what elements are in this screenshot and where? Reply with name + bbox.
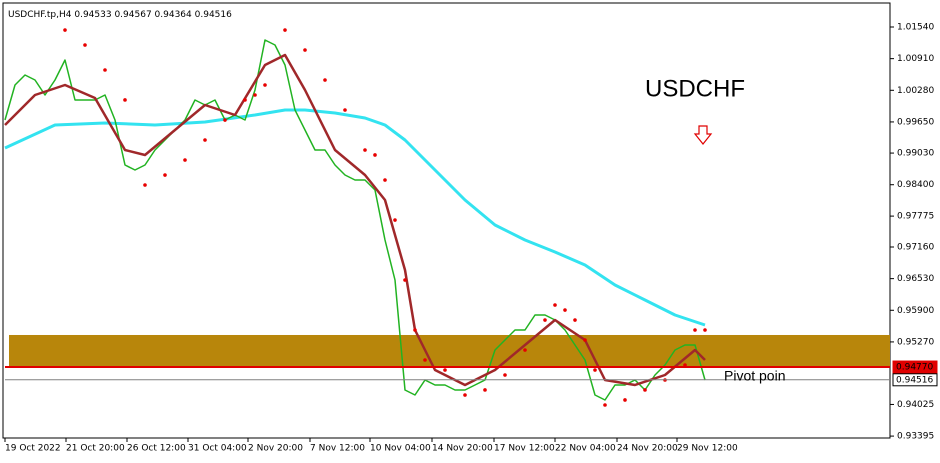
- y-tick-label: 1.00910: [897, 54, 934, 64]
- level-box: [892, 360, 938, 374]
- y-tick-label: 1.01540: [897, 23, 934, 33]
- x-tick-label: 19 Oct 2022: [5, 444, 61, 454]
- sar-dot: [143, 183, 147, 187]
- sar-dot: [403, 278, 407, 282]
- x-tick-label: 29 Nov 12:00: [677, 444, 738, 454]
- high: 0.94567: [114, 10, 151, 20]
- x-tick-label: 2 Nov 20:00: [248, 444, 303, 454]
- y-tick-label: 0.99030: [897, 149, 934, 159]
- x-tick-label: 7 Nov 12:00: [310, 444, 365, 454]
- level-label: 0.94770: [896, 363, 933, 373]
- x-tick-label: 26 Oct 12:00: [127, 444, 186, 454]
- series-line: [4, 53, 706, 387]
- y-tick-label: 0.97775: [897, 212, 934, 222]
- sar-dot: [443, 368, 447, 372]
- x-tick-label: 24 Nov 20:00: [617, 444, 678, 454]
- x-tick-label: 14 Nov 20:00: [432, 444, 493, 454]
- sar-dot: [593, 368, 597, 372]
- symbol: USDCHF.tp,H4: [8, 10, 72, 20]
- sar-dot: [253, 93, 257, 97]
- sar-dot: [373, 153, 377, 157]
- sar-dot: [83, 43, 87, 47]
- sar-dot: [263, 83, 267, 87]
- sar-dot: [483, 388, 487, 392]
- sar-dot: [683, 363, 687, 367]
- sar-dot: [463, 393, 467, 397]
- sar-dot: [183, 158, 187, 162]
- y-tick-label: 0.98400: [897, 180, 934, 190]
- open: 0.94533: [74, 10, 111, 20]
- level-box: [892, 373, 938, 387]
- sar-dot: [563, 308, 567, 312]
- sar-dot: [223, 118, 227, 122]
- sar-dot: [643, 388, 647, 392]
- y-tick-label: 0.94025: [897, 400, 934, 410]
- sar-dot: [703, 328, 707, 332]
- sar-dot: [283, 28, 287, 32]
- x-tick-label: 31 Oct 04:00: [188, 444, 247, 454]
- x-tick-label: 22 Nov 04:00: [555, 444, 616, 454]
- sar-dot: [553, 303, 557, 307]
- sar-dot: [623, 398, 627, 402]
- y-tick-label: 0.95270: [897, 337, 934, 347]
- sar-dot: [393, 218, 397, 222]
- plot-layer: [4, 28, 890, 407]
- sar-dot: [303, 48, 307, 52]
- y-tick-label: 1.00280: [897, 86, 934, 96]
- y-tick-label: 0.93395: [897, 432, 934, 442]
- x-tick-label: 17 Nov 12:00: [494, 444, 555, 454]
- sar-dot: [343, 108, 347, 112]
- low: 0.94364: [155, 10, 192, 20]
- sar-dot: [693, 328, 697, 332]
- sar-dot: [573, 318, 577, 322]
- down-arrow: [693, 125, 713, 145]
- zone: [9, 334, 890, 368]
- sar-dot: [583, 338, 587, 342]
- sar-dot: [413, 328, 417, 332]
- sar-dot: [503, 373, 507, 377]
- close: 0.94516: [195, 10, 232, 20]
- y-tick-label: 0.96530: [897, 274, 934, 284]
- series-line: [4, 39, 706, 401]
- sar-dot: [603, 403, 607, 407]
- chart-title: USDCHF: [645, 75, 745, 102]
- sar-dot: [383, 178, 387, 182]
- level-label: 0.94516: [896, 375, 933, 385]
- y-tick-label: 0.95900: [897, 306, 934, 316]
- annotation: Pivot poin: [724, 367, 785, 383]
- sar-dot: [523, 348, 527, 352]
- x-tick-label: 21 Oct 20:00: [66, 444, 125, 454]
- sar-dot: [63, 28, 67, 32]
- series-line: [4, 108, 706, 327]
- y-tick-label: 0.99650: [897, 117, 934, 127]
- sar-dot: [203, 138, 207, 142]
- sar-dot: [103, 68, 107, 72]
- sar-dot: [163, 173, 167, 177]
- sar-dot: [243, 98, 247, 102]
- x-tick-label: 10 Nov 04:00: [370, 444, 431, 454]
- sar-dot: [123, 98, 127, 102]
- y-tick-label: 0.97160: [897, 242, 934, 252]
- sar-dot: [323, 78, 327, 82]
- sar-dot: [423, 358, 427, 362]
- sar-dot: [543, 318, 547, 322]
- chart-header: USDCHF.tp,H4 0.94533 0.94567 0.94364 0.9…: [8, 10, 232, 20]
- sar-dot: [363, 148, 367, 152]
